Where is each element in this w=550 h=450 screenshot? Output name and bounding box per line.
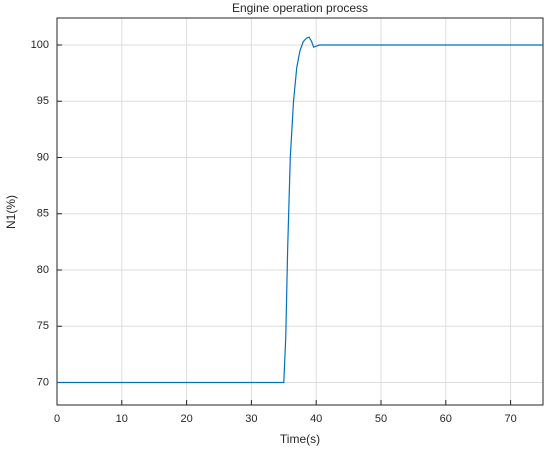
x-tick-label: 40 bbox=[310, 413, 322, 425]
x-tick-label: 0 bbox=[54, 413, 60, 425]
y-tick-label: 75 bbox=[37, 320, 49, 332]
plot-frame bbox=[56, 17, 544, 406]
data-line bbox=[57, 36, 543, 384]
y-tick-label: 100 bbox=[31, 39, 49, 51]
y-tick-label: 80 bbox=[37, 264, 49, 276]
x-axis-label: Time(s) bbox=[280, 432, 320, 446]
y-tick-label: 85 bbox=[37, 208, 49, 220]
x-tick-label: 70 bbox=[504, 413, 516, 425]
x-tick-label: 30 bbox=[245, 413, 257, 425]
x-tick-label: 10 bbox=[116, 413, 128, 425]
x-tick-label: 20 bbox=[180, 413, 192, 425]
y-tick-label: 70 bbox=[37, 376, 49, 388]
y-axis-label: N1(%) bbox=[4, 195, 18, 229]
chart-title: Engine operation process bbox=[232, 1, 368, 15]
x-tick-label: 50 bbox=[375, 413, 387, 425]
y-tick-label: 90 bbox=[37, 151, 49, 163]
x-tick-label: 60 bbox=[440, 413, 452, 425]
y-tick-label: 95 bbox=[37, 95, 49, 107]
